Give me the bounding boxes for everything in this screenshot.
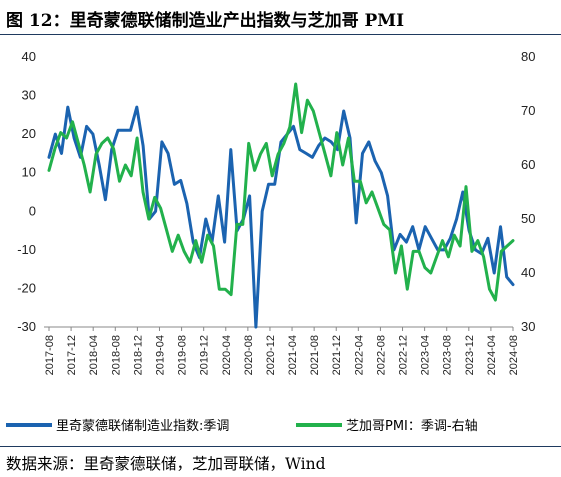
source-divider bbox=[0, 446, 561, 447]
left-tick-label: 0 bbox=[29, 203, 36, 218]
left-tick-label: -10 bbox=[17, 242, 36, 257]
series-line-richmond bbox=[47, 105, 515, 329]
x-tick-label: 2021-12 bbox=[331, 335, 343, 375]
x-tick-label: 2020-08 bbox=[243, 335, 255, 375]
x-tick-label: 2020-12 bbox=[265, 335, 277, 375]
right-tick-label: 60 bbox=[521, 157, 535, 172]
right-tick-label: 30 bbox=[521, 319, 535, 334]
title-bar: 图 12：里奇蒙德联储制造业产出指数与芝加哥 PMI bbox=[0, 0, 561, 35]
left-tick-label: 30 bbox=[22, 88, 36, 103]
legend-label: 里奇蒙德联储制造业指数:季调 bbox=[56, 418, 229, 434]
right-axis-ticks: 80 70 60 50 40 30 bbox=[521, 49, 535, 334]
x-tick-label: 2017-12 bbox=[66, 335, 78, 375]
x-tick-label: 2018-08 bbox=[110, 335, 122, 375]
x-tick-label: 2022-12 bbox=[398, 335, 410, 375]
source-note: 数据来源：里奇蒙德联储，芝加哥联储，Wind bbox=[6, 455, 326, 473]
right-tick-label: 80 bbox=[521, 49, 535, 64]
x-tick-label: 2017-08 bbox=[44, 335, 56, 375]
right-tick-label: 70 bbox=[521, 103, 535, 118]
x-tick-label: 2023-04 bbox=[420, 335, 432, 375]
left-tick-label: 20 bbox=[22, 126, 36, 141]
series-lines bbox=[47, 82, 515, 329]
left-tick-label: 40 bbox=[22, 49, 36, 64]
x-tick-label: 2023-12 bbox=[464, 335, 476, 375]
left-axis-ticks: 40 30 20 10 0 -10 -20 -30 bbox=[17, 49, 36, 334]
legend: 里奇蒙德联储制造业指数:季调 芝加哥PMI：季调-右轴 bbox=[6, 418, 478, 434]
x-tick-label: 2022-04 bbox=[353, 335, 365, 375]
x-tick-label: 2019-12 bbox=[199, 335, 211, 375]
x-axis-ticks: 2017-08 2017-12 2018-04 2018-08 2018-12 2019-… bbox=[44, 327, 520, 375]
right-tick-label: 50 bbox=[521, 211, 535, 226]
series-line-chicago bbox=[47, 82, 515, 302]
chart-title: 图 12：里奇蒙德联储制造业产出指数与芝加哥 PMI bbox=[6, 11, 405, 31]
x-tick-label: 2020-04 bbox=[221, 335, 233, 375]
left-tick-label: 10 bbox=[22, 165, 36, 180]
x-tick-label: 2021-08 bbox=[309, 335, 321, 375]
x-tick-label: 2019-04 bbox=[154, 335, 166, 375]
x-tick-label: 2019-08 bbox=[177, 335, 189, 375]
x-tick-label: 2022-08 bbox=[375, 335, 387, 375]
x-tick-label: 2021-04 bbox=[287, 335, 299, 375]
x-tick-label: 2024-08 bbox=[508, 335, 520, 375]
x-tick-label: 2023-08 bbox=[442, 335, 454, 375]
x-tick-label: 2018-12 bbox=[132, 335, 144, 375]
x-tick-label: 2018-04 bbox=[88, 335, 100, 375]
right-tick-label: 40 bbox=[521, 265, 535, 280]
left-tick-label: -30 bbox=[17, 319, 36, 334]
legend-label: 芝加哥PMI：季调-右轴 bbox=[346, 418, 478, 434]
left-tick-label: -20 bbox=[17, 280, 36, 295]
x-tick-label: 2024-04 bbox=[486, 335, 498, 375]
